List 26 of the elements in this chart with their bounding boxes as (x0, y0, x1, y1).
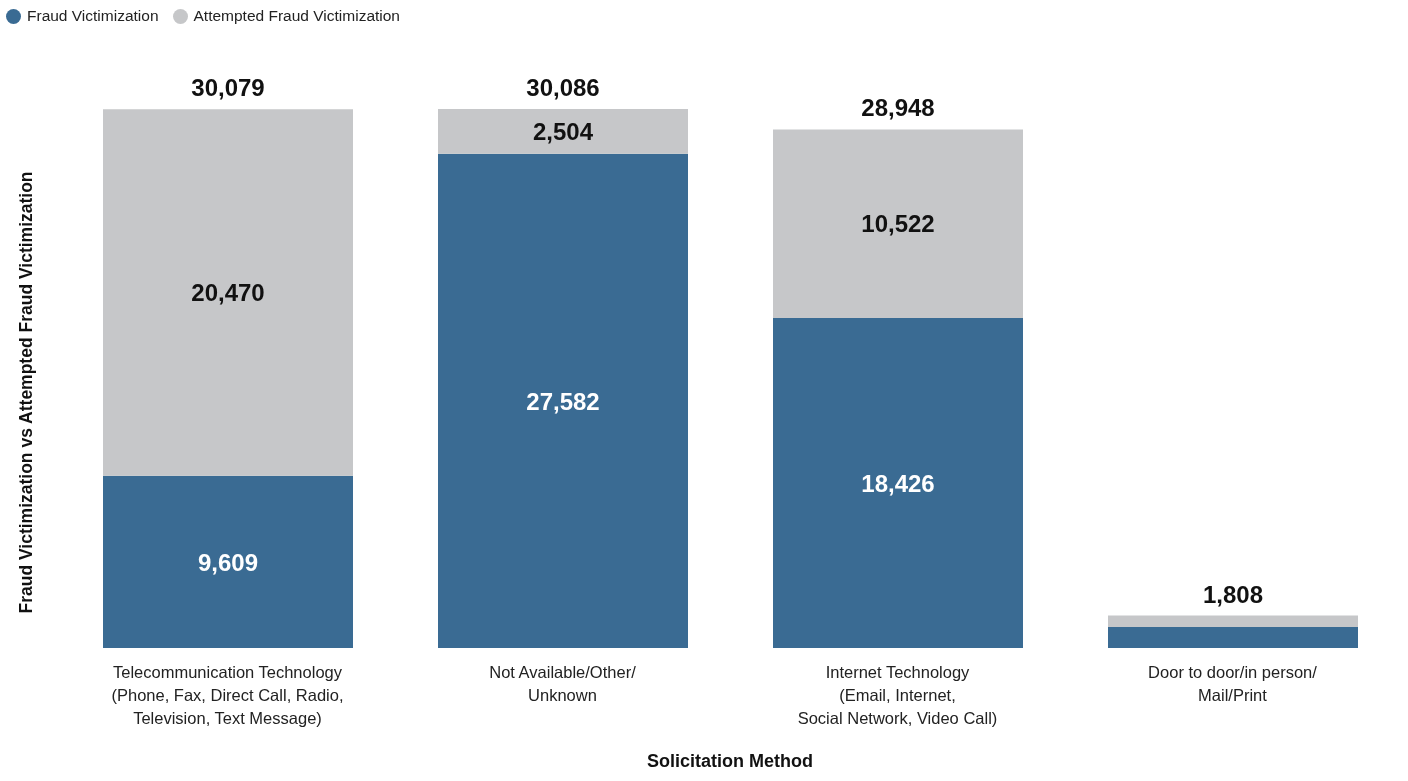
bar (1108, 615, 1358, 628)
bar (103, 475, 353, 648)
y-axis-title: Fraud Victimization vs Attempted Fraud Victimization (16, 171, 37, 614)
x-tick-label: Not Available/Other/ Unknown (489, 663, 637, 704)
data-label: 27,582 (526, 387, 600, 415)
bar (103, 109, 353, 476)
total-label: 1,808 (1202, 580, 1264, 608)
bar (438, 109, 688, 154)
legend-label: Fraud Victimization (27, 7, 159, 25)
total-label: 30,079 (191, 74, 265, 102)
data-label: 9,609 (197, 548, 259, 576)
bar (773, 317, 1023, 648)
x-tick-label: Telecommunication Technology (Phone, Fax, Direct Call, Radio, Television, Text Message) (111, 663, 344, 727)
data-label: 20,470 (191, 279, 265, 307)
data-label: 10,522 (861, 210, 935, 238)
x-tick-label: Internet Technology (Email, Internet, Social Network, Video Call) (797, 663, 998, 727)
data-label: 2,504 (532, 118, 594, 146)
bar (438, 153, 688, 648)
bar (1108, 627, 1358, 648)
legend-label: Attempted Fraud Victimization (193, 7, 400, 25)
total-label: 30,086 (526, 74, 600, 101)
bar (773, 129, 1023, 318)
total-label: 28,948 (861, 94, 935, 122)
data-label: 18,426 (861, 469, 935, 497)
x-axis-title: Solicitation Method (647, 751, 813, 771)
x-tick-label: Door to door/in person/ Mail/Print (1148, 663, 1318, 704)
